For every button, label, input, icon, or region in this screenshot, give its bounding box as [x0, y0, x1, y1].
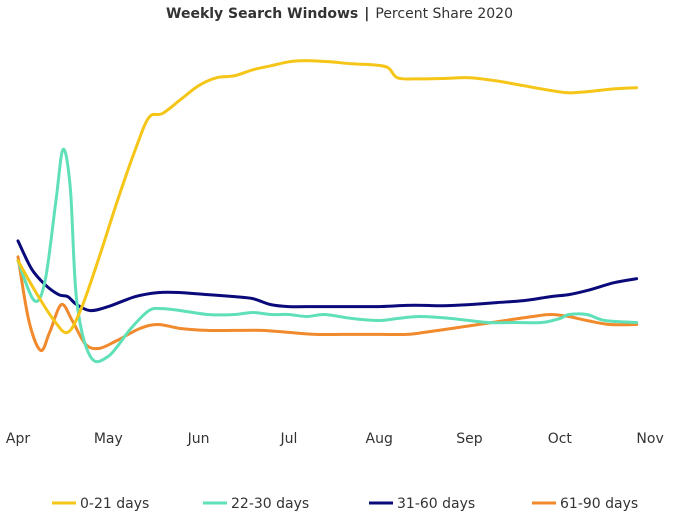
x-tick-label: Apr	[6, 431, 30, 447]
series-line-22-30-days	[16, 147, 639, 364]
legend-label: 0-21 days	[80, 496, 149, 512]
legend-item: 0-21 days	[52, 496, 149, 512]
x-tick-label: May	[94, 431, 123, 447]
x-tick-label: Sep	[456, 431, 483, 447]
chart-title-main: Weekly Search Windows	[166, 6, 359, 22]
legend-item: 22-30 days	[203, 496, 309, 512]
x-tick-label: Aug	[366, 431, 393, 447]
chart-title: Weekly Search Windows | Percent Share 2020	[0, 6, 679, 22]
legend-label: 31-60 days	[397, 496, 475, 512]
legend-item: 31-60 days	[369, 496, 475, 512]
chart-title-separator: |	[364, 6, 370, 22]
series-line-61-90-days	[16, 255, 639, 352]
x-tick-label: Jul	[279, 431, 297, 447]
chart-title-subtitle: Percent Share 2020	[375, 6, 513, 22]
series-line-31-60-days	[16, 239, 639, 313]
legend-item: 61-90 days	[532, 496, 638, 512]
x-tick-label: Jun	[187, 431, 210, 447]
series-line-0-21-days	[16, 59, 639, 335]
x-tick-label: Nov	[636, 431, 663, 447]
x-tick-label: Oct	[548, 431, 573, 447]
legend-label: 61-90 days	[560, 496, 638, 512]
legend-label: 22-30 days	[231, 496, 309, 512]
